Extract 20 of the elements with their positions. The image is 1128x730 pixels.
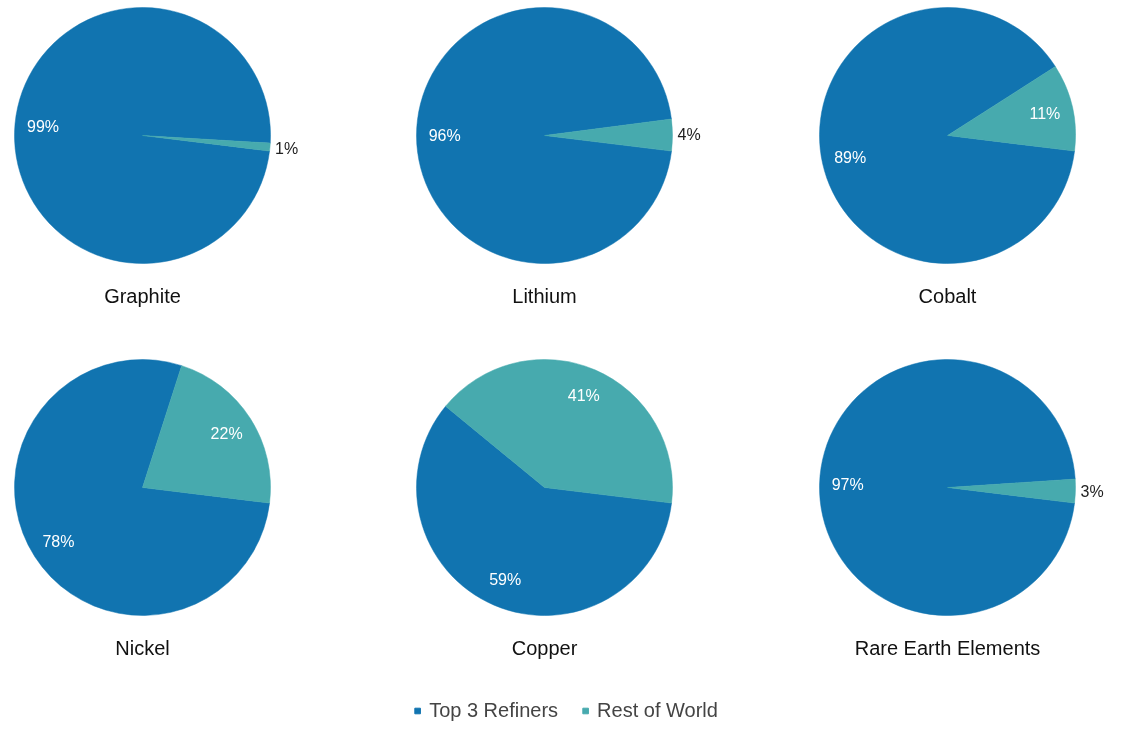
data-label: 41% bbox=[567, 387, 600, 405]
text: Nickel bbox=[115, 636, 170, 659]
legend-label: Top 3 Refiners bbox=[429, 698, 559, 722]
data-label: 89% bbox=[834, 149, 867, 167]
data-label: 1% bbox=[274, 140, 299, 158]
data-label: 59% bbox=[489, 570, 522, 588]
text: Copper bbox=[511, 636, 578, 659]
data-label: 3% bbox=[1080, 483, 1104, 501]
data-label: 11% bbox=[1029, 104, 1061, 122]
data-label: 4% bbox=[677, 126, 701, 144]
text: Lithium bbox=[512, 284, 577, 307]
data-label: 99% bbox=[27, 117, 60, 135]
text: Cobalt bbox=[918, 284, 977, 307]
data-label: 78% bbox=[42, 532, 75, 550]
data-label: 96% bbox=[428, 127, 461, 145]
data-label: 22% bbox=[210, 425, 243, 443]
legend-label: Rest of World bbox=[597, 698, 718, 722]
text: Graphite bbox=[104, 284, 181, 307]
data-label: 97% bbox=[831, 476, 864, 494]
text: Rare Earth Elements bbox=[854, 636, 1041, 659]
